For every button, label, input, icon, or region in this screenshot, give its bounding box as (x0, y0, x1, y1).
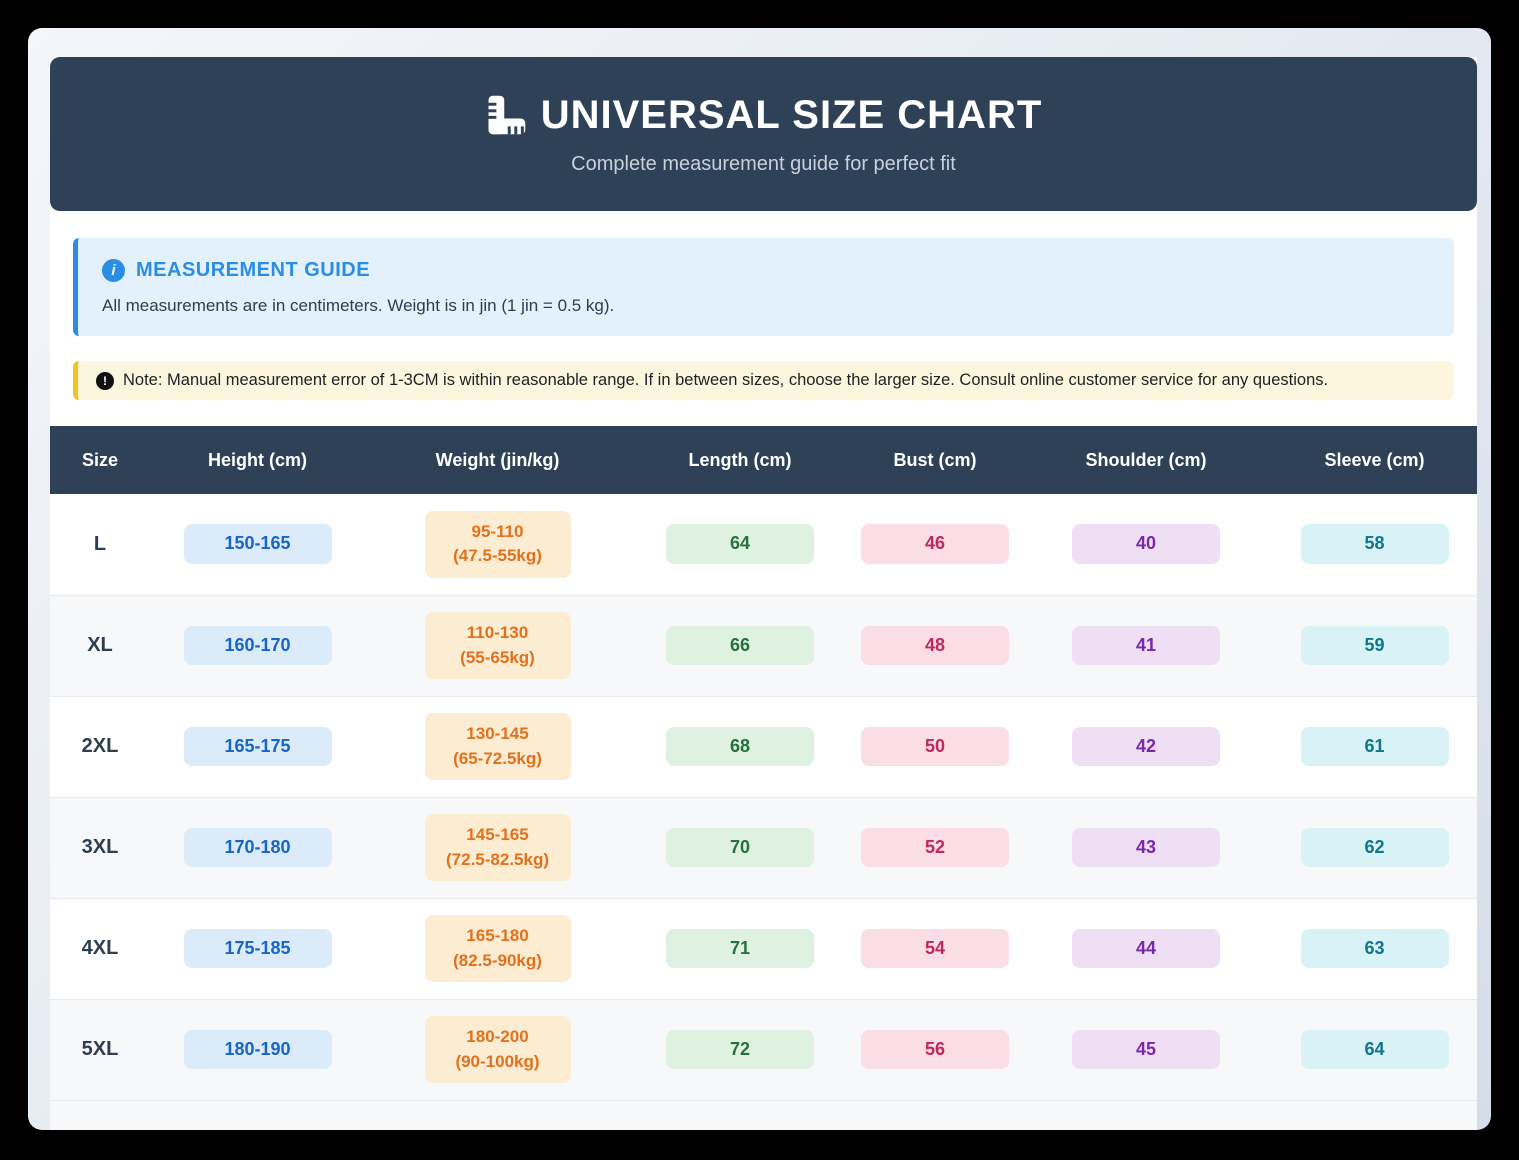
guide-title: MEASUREMENT GUIDE (136, 259, 371, 281)
shoulder-value-pill: 43 (1072, 827, 1220, 868)
weight-kg-range: (82.5-90kg) (453, 950, 542, 970)
weight-jin-range: 110-130 (466, 622, 529, 642)
table-row: L 150-165 95-110 (47.5-55kg) 64 46 40 58 (50, 494, 1477, 595)
sleeve-value-pill: 62 (1300, 827, 1449, 868)
length-value-pill: 70 (666, 827, 814, 868)
weight-kg-range: (65-72.5kg) (453, 748, 542, 768)
size-label: XL (87, 634, 113, 656)
col-header-bust: Bust (cm) (850, 426, 1020, 494)
length-value-pill: 72 (666, 1029, 814, 1070)
guide-title-row: i MEASUREMENT GUIDE (102, 259, 1430, 282)
height-value-pill: 170-180 (183, 827, 332, 868)
table-bottom-strip (50, 1100, 1477, 1130)
note-box: ! Note: Manual measurement error of 1-3C… (73, 361, 1454, 400)
size-label: 2XL (81, 735, 119, 757)
sleeve-value-pill: 58 (1300, 524, 1449, 565)
col-header-height: Height (cm) (150, 426, 365, 494)
height-value-pill: 175-185 (183, 928, 332, 969)
weight-kg-range: (90-100kg) (455, 1051, 540, 1071)
col-header-shoulder: Shoulder (cm) (1020, 426, 1272, 494)
weight-value-pill: 165-180 (82.5-90kg) (424, 914, 571, 983)
height-value-pill: 180-190 (183, 1029, 332, 1070)
size-chart-card: UNIVERSAL SIZE CHART Complete measuremen… (28, 28, 1491, 1130)
title-row: UNIVERSAL SIZE CHART (485, 93, 1043, 138)
bust-value-pill: 48 (861, 625, 1009, 666)
info-icon: i (102, 259, 125, 282)
shoulder-value-pill: 44 (1072, 928, 1220, 969)
info-section: i MEASUREMENT GUIDE All measurements are… (50, 211, 1477, 400)
content-area: UNIVERSAL SIZE CHART Complete measuremen… (50, 57, 1477, 1130)
page-header: UNIVERSAL SIZE CHART Complete measuremen… (50, 57, 1477, 211)
table-row: 2XL 165-175 130-145 (65-72.5kg) 68 50 42… (50, 696, 1477, 797)
page-subtitle: Complete measurement guide for perfect f… (571, 152, 956, 175)
length-value-pill: 66 (666, 625, 814, 666)
sleeve-value-pill: 59 (1300, 625, 1449, 666)
weight-jin-range: 130-145 (466, 723, 529, 743)
shoulder-value-pill: 42 (1072, 726, 1220, 767)
table-row: XL 160-170 110-130 (55-65kg) 66 48 41 59 (50, 595, 1477, 696)
alert-icon: ! (96, 371, 114, 390)
weight-kg-range: (47.5-55kg) (453, 546, 542, 566)
height-value-pill: 150-165 (183, 524, 332, 565)
shoulder-value-pill: 41 (1072, 625, 1220, 666)
bust-value-pill: 54 (861, 928, 1009, 969)
col-header-length: Length (cm) (630, 426, 850, 494)
bust-value-pill: 50 (861, 726, 1009, 767)
table-row: 5XL 180-190 180-200 (90-100kg) 72 56 45 … (50, 999, 1477, 1100)
size-table-header: Size Height (cm) Weight (jin/kg) Length … (50, 426, 1477, 494)
length-value-pill: 64 (666, 524, 814, 565)
weight-jin-range: 145-165 (466, 824, 529, 844)
length-value-pill: 71 (666, 928, 814, 969)
weight-value-pill: 180-200 (90-100kg) (424, 1015, 571, 1084)
ruler-icon (485, 94, 527, 136)
col-header-weight: Weight (jin/kg) (365, 426, 630, 494)
guide-text: All measurements are in centimeters. Wei… (102, 296, 615, 315)
col-header-size: Size (50, 426, 150, 494)
weight-value-pill: 145-165 (72.5-82.5kg) (424, 813, 571, 882)
weight-jin-range: 180-200 (466, 1026, 529, 1046)
size-table-body: L 150-165 95-110 (47.5-55kg) 64 46 40 58… (50, 494, 1477, 1100)
col-header-sleeve: Sleeve (cm) (1272, 426, 1477, 494)
weight-jin-range: 95-110 (471, 521, 524, 541)
note-text: Note: Manual measurement error of 1-3CM … (123, 371, 1329, 389)
height-value-pill: 160-170 (183, 625, 332, 666)
bust-value-pill: 46 (861, 524, 1009, 565)
sleeve-value-pill: 63 (1300, 928, 1449, 969)
sleeve-value-pill: 64 (1300, 1029, 1449, 1070)
measurement-guide-box: i MEASUREMENT GUIDE All measurements are… (73, 238, 1454, 336)
weight-value-pill: 130-145 (65-72.5kg) (424, 712, 571, 781)
table-row: 3XL 170-180 145-165 (72.5-82.5kg) 70 52 … (50, 797, 1477, 898)
page-title: UNIVERSAL SIZE CHART (540, 92, 1043, 137)
weight-kg-range: (72.5-82.5kg) (446, 849, 549, 869)
sleeve-value-pill: 61 (1300, 726, 1449, 767)
size-label: 4XL (81, 937, 119, 959)
shoulder-value-pill: 45 (1072, 1029, 1220, 1070)
bust-value-pill: 52 (861, 827, 1009, 868)
table-row: 4XL 175-185 165-180 (82.5-90kg) 71 54 44… (50, 898, 1477, 999)
weight-value-pill: 95-110 (47.5-55kg) (424, 510, 571, 578)
size-label: 3XL (81, 836, 119, 858)
size-table: Size Height (cm) Weight (jin/kg) Length … (50, 426, 1477, 1101)
weight-value-pill: 110-130 (55-65kg) (424, 611, 571, 680)
length-value-pill: 68 (666, 726, 814, 767)
weight-kg-range: (55-65kg) (460, 647, 535, 667)
bust-value-pill: 56 (861, 1029, 1009, 1070)
size-label: 5XL (81, 1038, 119, 1060)
size-label: L (93, 532, 107, 555)
height-value-pill: 165-175 (183, 726, 332, 767)
weight-jin-range: 165-180 (466, 925, 529, 945)
shoulder-value-pill: 40 (1072, 524, 1220, 565)
